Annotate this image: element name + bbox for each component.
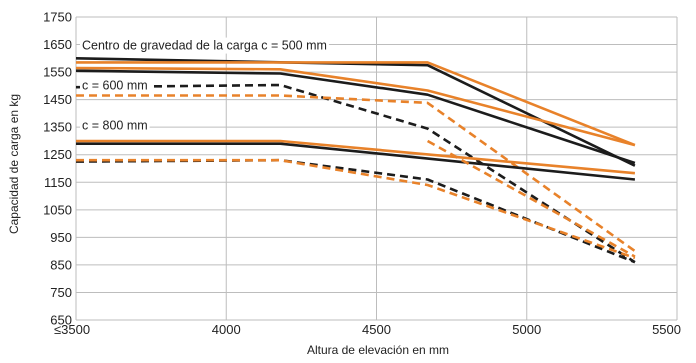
annotation-background — [80, 77, 150, 94]
x-axis-label: Altura de elevación en mm — [307, 343, 449, 357]
series-line — [76, 142, 636, 181]
y-tick-label: 850 — [50, 257, 72, 272]
y-tick-label: 950 — [50, 230, 72, 245]
x-tick-label: 4500 — [362, 322, 391, 337]
annotation-background — [80, 37, 329, 54]
y-tick-label: 1450 — [43, 92, 72, 107]
y-tick-label: 1150 — [44, 175, 72, 190]
series-line — [76, 61, 636, 147]
x-tick-label: 4000 — [212, 322, 241, 337]
y-axis-label: Capacidad de carga en kg — [7, 94, 21, 234]
y-tick-label: 1250 — [43, 147, 72, 162]
series-lines — [75, 57, 636, 264]
series-line — [75, 66, 636, 147]
series-line — [426, 139, 636, 258]
series-line — [76, 139, 636, 175]
series-line — [76, 94, 636, 253]
y-tick-label: 750 — [50, 285, 72, 300]
tick-labels: 650 750 850 950 1050 1150 1250 1350 1450 1550 1650… — [43, 10, 681, 338]
annotation-label: c = 800 mm — [82, 118, 148, 132]
y-tick-label: 650 — [50, 313, 72, 328]
x-tick-label: 5500 — [652, 322, 681, 337]
series-line — [75, 69, 636, 165]
annotation-label: Centro de gravedad de la carga c = 500 m… — [82, 39, 327, 53]
series-line — [76, 158, 636, 260]
y-tick-label: 1050 — [43, 202, 72, 217]
annotation-label: c = 600 mm — [82, 78, 148, 92]
x-tick-label: ≤3500 — [54, 322, 90, 337]
y-tick-label: 1750 — [43, 10, 72, 25]
y-tick-label: 1550 — [43, 65, 72, 80]
x-tick-label: 5000 — [512, 322, 541, 337]
y-tick-label: 1350 — [43, 120, 72, 135]
series-line — [75, 83, 636, 264]
annotations: Centro de gravedad de la carga c = 500 m… — [80, 37, 329, 134]
annotation-background — [80, 117, 150, 134]
series-line — [75, 57, 636, 167]
y-tick-label: 1650 — [43, 37, 72, 52]
series-line — [75, 158, 636, 264]
